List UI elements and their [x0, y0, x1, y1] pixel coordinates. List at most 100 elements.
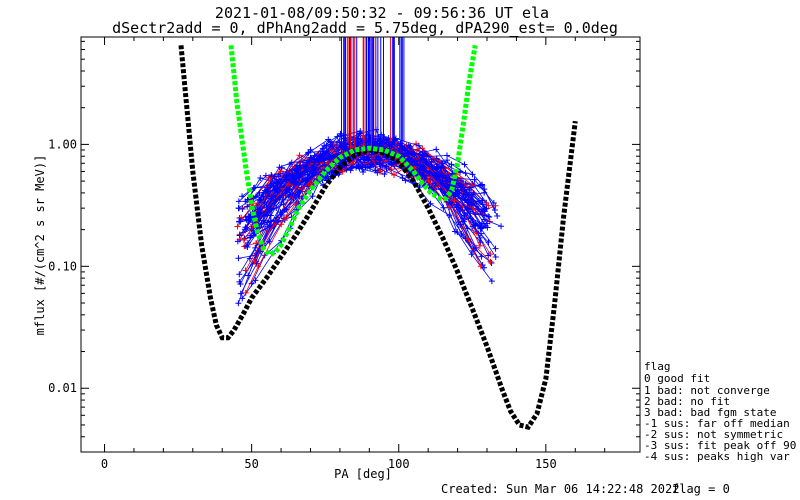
- legend-item: -2 sus: not symmetric: [644, 428, 783, 441]
- data-point-marker: [451, 197, 458, 204]
- data-point-marker: [485, 252, 492, 259]
- legend-item: -3 sus: fit peak off 90: [644, 439, 796, 452]
- data-point-marker: [428, 158, 435, 165]
- data-point-marker: [311, 164, 318, 171]
- data-point-marker: [401, 151, 408, 158]
- data-point-marker: [290, 176, 297, 183]
- data-point-marker: [265, 174, 272, 181]
- data-point-marker: [485, 239, 492, 246]
- data-point-marker: [353, 164, 360, 171]
- data-point-marker: [383, 163, 390, 170]
- data-point-marker: [292, 200, 299, 207]
- x-tick-label: 100: [388, 457, 410, 471]
- data-point-marker: [492, 253, 499, 260]
- data-point-marker: [477, 230, 484, 237]
- data-point-marker: [238, 214, 245, 221]
- data-point-marker: [234, 238, 241, 245]
- data-point-marker: [486, 214, 493, 221]
- data-point-marker: [276, 164, 283, 171]
- data-point-marker: [488, 259, 495, 266]
- data-point-marker: [481, 264, 488, 271]
- chart-subtitle: dSectr2add = 0, dPhAng2add = 5.75deg, dP…: [112, 19, 618, 37]
- data-point-marker: [433, 146, 440, 153]
- data-point-marker: [481, 208, 488, 215]
- data-point-marker: [448, 161, 455, 168]
- data-point-marker: [329, 143, 336, 150]
- data-point-marker: [235, 300, 242, 307]
- data-trace-line: [255, 149, 483, 201]
- data-trace-line: [258, 140, 486, 212]
- data-point-marker: [237, 290, 244, 297]
- data-point-marker: [251, 258, 258, 265]
- data-point-marker: [446, 204, 453, 211]
- data-point-marker: [488, 278, 495, 285]
- data-point-marker: [498, 223, 505, 230]
- data-point-marker: [406, 148, 413, 155]
- data-point-marker: [332, 151, 339, 158]
- data-point-marker: [234, 223, 241, 230]
- data-point-marker: [242, 214, 249, 221]
- data-point-marker: [320, 148, 327, 155]
- data-point-marker: [374, 169, 381, 176]
- data-point-marker: [256, 206, 263, 213]
- data-point-marker: [461, 161, 468, 168]
- data-point-marker: [379, 138, 386, 145]
- data-point-marker: [270, 183, 277, 190]
- data-point-marker: [296, 193, 303, 200]
- x-tick-label: 0: [101, 457, 108, 471]
- data-point-marker: [287, 161, 294, 168]
- data-point-marker: [285, 180, 292, 187]
- data-point-marker: [277, 168, 284, 175]
- flag-legend: flag 0 good fit 1 bad: not converge 2 ba…: [644, 360, 796, 463]
- data-point-marker: [252, 277, 259, 284]
- legend-item: 1 bad: not converge: [644, 384, 770, 397]
- x-tick-label: 50: [244, 457, 258, 471]
- data-point-marker: [485, 202, 492, 209]
- data-point-marker: [242, 242, 249, 249]
- data-point-marker: [242, 267, 249, 274]
- data-point-marker: [479, 201, 486, 208]
- data-point-marker: [468, 251, 475, 258]
- data-point-marker: [469, 171, 476, 178]
- data-point-marker: [306, 158, 313, 165]
- x-axis-label: PA [deg]: [334, 467, 392, 481]
- data-point-marker: [235, 255, 242, 262]
- data-point-marker: [273, 205, 280, 212]
- data-point-marker: [292, 179, 299, 186]
- data-point-marker: [440, 204, 447, 211]
- data-point-marker: [458, 231, 465, 238]
- data-point-marker: [241, 226, 248, 233]
- data-point-marker: [268, 171, 275, 178]
- data-point-marker: [472, 206, 479, 213]
- data-point-marker: [289, 190, 296, 197]
- data-point-marker: [360, 168, 367, 175]
- data-point-marker: [478, 181, 485, 188]
- data-point-marker: [262, 187, 269, 194]
- data-point-marker: [405, 142, 412, 149]
- data-point-marker: [277, 209, 284, 216]
- data-point-marker: [236, 278, 243, 285]
- data-point-marker: [255, 263, 262, 270]
- data-point-marker: [487, 258, 494, 265]
- data-point-marker: [481, 216, 488, 223]
- legend-item: 0 good fit: [644, 372, 710, 385]
- data-point-marker: [415, 142, 422, 149]
- data-point-marker: [337, 130, 344, 137]
- data-point-marker: [457, 221, 464, 228]
- data-point-marker: [298, 157, 305, 164]
- data-point-marker: [268, 193, 275, 200]
- created-timestamp: Created: Sun Mar 06 14:22:48 2022: [441, 482, 679, 496]
- data-point-marker: [462, 192, 469, 199]
- data-point-marker: [321, 142, 328, 149]
- y-tick-label: 0.01: [48, 381, 77, 395]
- data-point-marker: [439, 160, 446, 167]
- axes-frame: [80, 36, 641, 453]
- data-point-marker: [454, 190, 461, 197]
- data-point-marker: [444, 152, 451, 159]
- data-point-marker: [250, 184, 257, 191]
- y-tick-label: 1.00: [48, 137, 77, 151]
- data-point-marker: [237, 218, 244, 225]
- flag-value: flag = 0: [672, 482, 730, 496]
- data-point-marker: [452, 228, 459, 235]
- data-point-marker: [417, 156, 424, 163]
